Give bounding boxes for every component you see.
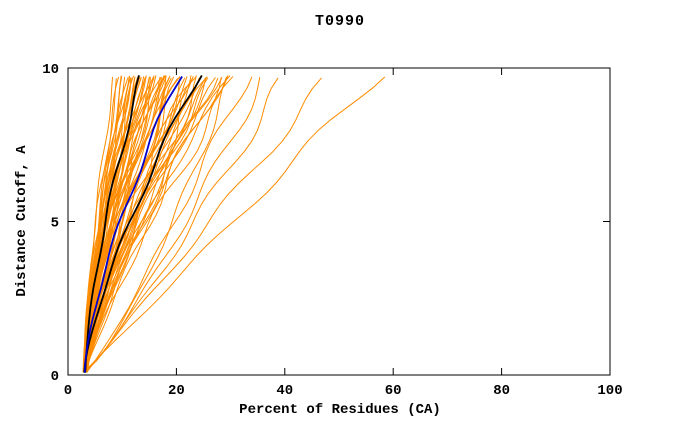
y-tick-label: 5 bbox=[51, 216, 59, 232]
x-tick-label: 20 bbox=[168, 383, 185, 399]
series-curve-ensemble bbox=[84, 78, 178, 373]
chart-title: T0990 bbox=[314, 13, 365, 30]
series-curve-ensemble bbox=[83, 76, 227, 373]
series-curve-highlight bbox=[84, 75, 140, 373]
x-axis-label: Percent of Residues (CA) bbox=[239, 402, 441, 418]
series-curve-ensemble bbox=[83, 76, 119, 373]
series-curve-ensemble bbox=[84, 77, 279, 373]
series-curve-ensemble bbox=[84, 76, 139, 373]
series-curve-ensemble bbox=[85, 77, 216, 373]
series-curve-ensemble bbox=[84, 76, 234, 373]
series-curve-highlight bbox=[83, 75, 203, 373]
y-tick-label: 10 bbox=[42, 62, 59, 78]
series-curve-ensemble bbox=[86, 77, 219, 373]
series-curve-ensemble bbox=[84, 77, 222, 373]
x-tick-label: 80 bbox=[493, 383, 510, 399]
series-curve-ensemble bbox=[85, 75, 231, 373]
series-curve-ensemble bbox=[85, 77, 322, 373]
x-tick-label: 100 bbox=[597, 383, 622, 399]
series-curve-ensemble bbox=[86, 76, 253, 373]
series-curve-reference bbox=[83, 76, 183, 373]
y-tick-label: 0 bbox=[51, 369, 59, 385]
series-curve-ensemble bbox=[84, 76, 194, 373]
series-curve-ensemble bbox=[83, 77, 207, 373]
x-tick-label: 40 bbox=[276, 383, 293, 399]
x-tick-label: 60 bbox=[385, 383, 402, 399]
series-curve-ensemble bbox=[83, 76, 385, 373]
x-tick-label: 0 bbox=[64, 383, 72, 399]
series-curve-ensemble bbox=[85, 76, 208, 373]
